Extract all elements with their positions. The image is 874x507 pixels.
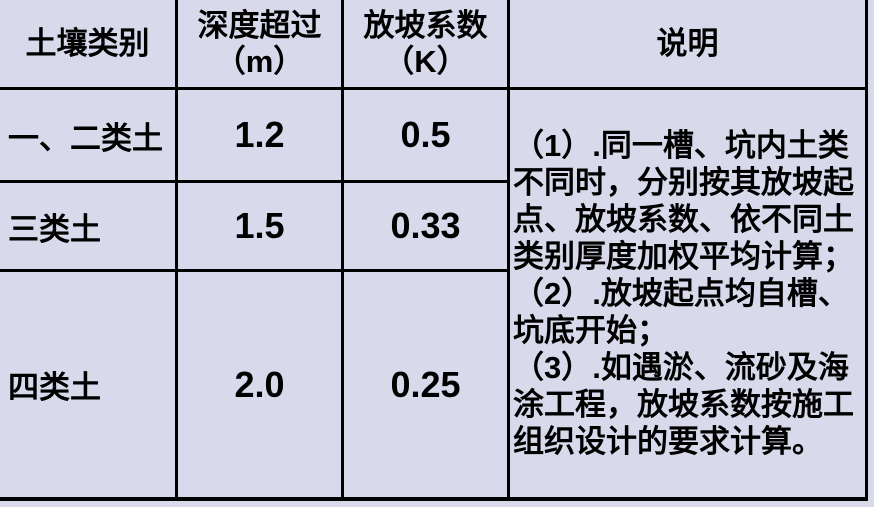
note-line: 涂工程，放坡系数按施工 xyxy=(513,387,854,422)
note-line: 类别厚度加权平均计算； xyxy=(513,239,854,274)
depth-cell: 1.5 xyxy=(178,183,344,272)
header-coefficient-unit: （K） xyxy=(383,43,468,79)
coefficient-cell: 0.5 xyxy=(344,90,510,183)
note-line: （3）.如遇淤、流砂及海 xyxy=(513,350,849,385)
soil-type-cell: 四类土 xyxy=(0,272,178,501)
note-line: 坑底开始； xyxy=(513,313,668,348)
header-cell-soil-type: 土壤类别 xyxy=(0,0,178,90)
header-notes-label: 说明 xyxy=(656,25,719,61)
note-line: 点、放坡系数、依不同土 xyxy=(513,202,854,237)
header-depth-unit: （m） xyxy=(214,43,305,79)
soil-type-cell: 三类土 xyxy=(0,183,178,272)
header-depth-label: 深度超过 xyxy=(197,7,322,43)
coefficient-cell: 0.33 xyxy=(344,183,510,272)
coefficient-cell: 0.25 xyxy=(344,272,510,501)
note-line: （1）.同一槽、坑内土类 xyxy=(513,128,849,163)
soil-type-cell: 一、二类土 xyxy=(0,90,178,183)
header-cell-depth: 深度超过 （m） xyxy=(178,0,344,90)
note-line: （2）.放坡起点均自槽、 xyxy=(513,276,849,311)
depth-cell: 2.0 xyxy=(178,272,344,501)
depth-cell: 1.2 xyxy=(178,90,344,183)
header-cell-coefficient: 放坡系数 （K） xyxy=(344,0,510,90)
note-line: 不同时，分别按其放坡起 xyxy=(513,165,854,200)
header-cell-notes: 说明 xyxy=(510,0,868,90)
notes-cell: （1）.同一槽、坑内土类 不同时，分别按其放坡起 点、放坡系数、依不同土 类别厚… xyxy=(510,90,868,501)
header-soil-type-label: 土壤类别 xyxy=(25,25,150,61)
note-line: 组织设计的要求计算。 xyxy=(513,424,823,459)
header-coefficient-label: 放坡系数 xyxy=(363,7,488,43)
